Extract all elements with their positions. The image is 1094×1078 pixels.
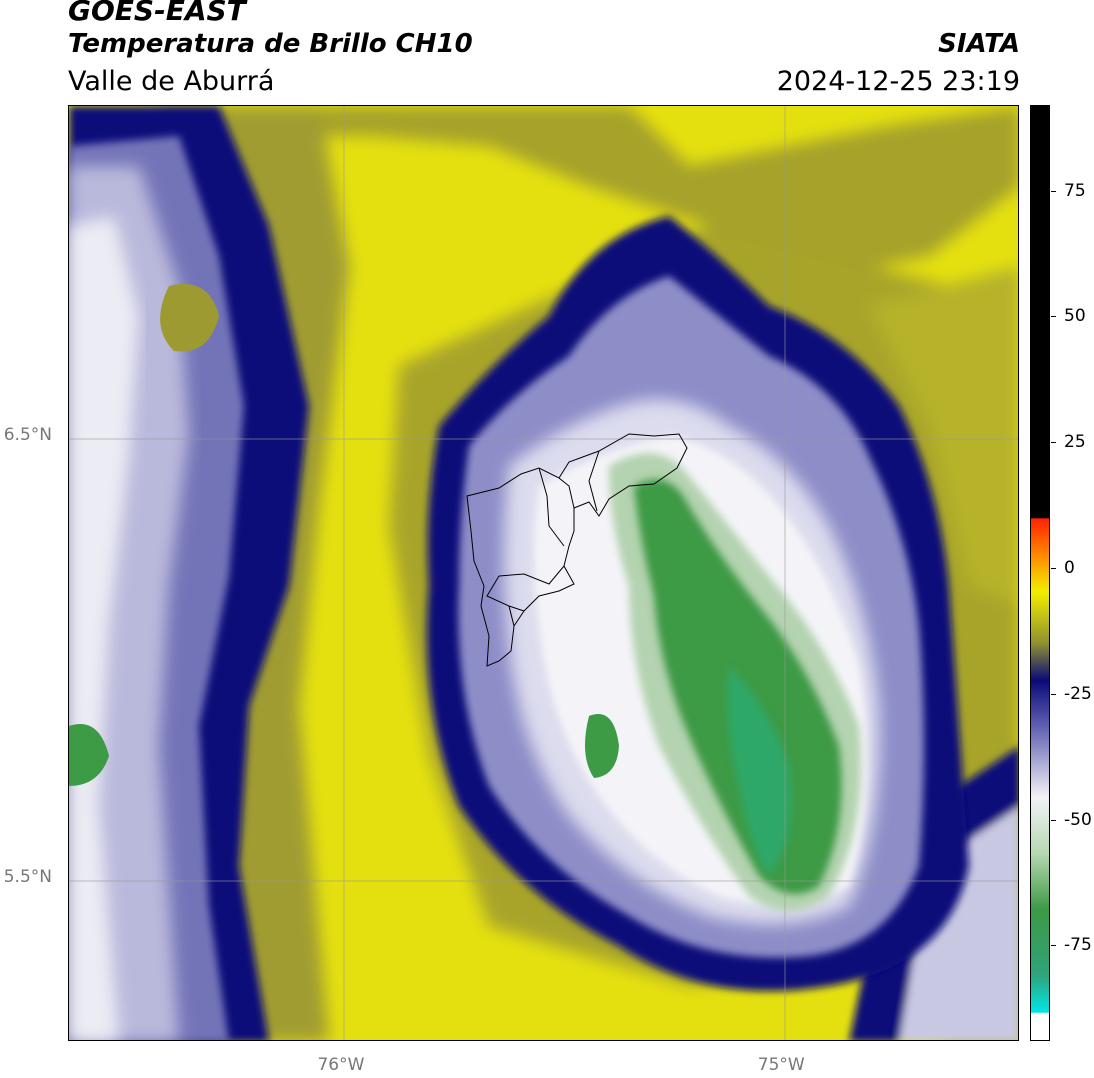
- left-cold-band: [69, 106, 309, 1040]
- map-canvas: [69, 106, 1018, 1040]
- boundary-girardota: [588, 450, 600, 512]
- lon-label: 76°W: [317, 1055, 365, 1075]
- colorbar-tick-mark: [1051, 945, 1056, 947]
- satellite-title: GOES-EAST: [68, 0, 246, 27]
- boundary-envigado: [508, 605, 515, 627]
- graticule: [69, 106, 1018, 1040]
- colorbar-tick-mark: [1051, 693, 1056, 695]
- colorbar-tick-mark: [1051, 442, 1056, 444]
- colorbar-tick-label: -50: [1064, 809, 1092, 830]
- colorbar-tick-label: 75: [1064, 180, 1086, 201]
- colorbar-tick-label: 25: [1064, 432, 1086, 453]
- colorbar: [1030, 105, 1050, 1041]
- timestamp-label: 2024-12-25 23:19: [776, 66, 1020, 97]
- boundary-bello: [538, 467, 565, 547]
- lon-label: 75°W: [757, 1055, 805, 1075]
- brightness-temperature-map[interactable]: [68, 105, 1019, 1041]
- colorbar-tick-label: 0: [1064, 557, 1075, 578]
- boundary-itagui: [486, 575, 525, 612]
- region-subtitle: Valle de Aburrá: [68, 66, 275, 97]
- colorbar-tick-mark: [1051, 190, 1056, 192]
- colorbar-tick-label: -75: [1064, 935, 1092, 956]
- product-title: Temperatura de Brillo CH10: [68, 29, 473, 59]
- lat-label: 6.5°N: [3, 425, 52, 446]
- boundary-medellin: [498, 565, 565, 585]
- colorbar-tick-mark: [1051, 567, 1056, 569]
- lat-label: 5.5°N: [3, 866, 52, 887]
- municipal-boundaries: [466, 433, 688, 667]
- colorbar-gradient: [1031, 106, 1049, 1040]
- colorbar-tick-mark: [1051, 819, 1056, 821]
- colorbar-tick-label: -25: [1064, 683, 1092, 704]
- colorbar-tick-mark: [1051, 316, 1056, 318]
- boundary-copacabana: [558, 477, 575, 509]
- organization-label: SIATA: [938, 29, 1020, 59]
- convective-cell: [427, 216, 969, 991]
- colorbar-tick-label: 50: [1064, 306, 1086, 327]
